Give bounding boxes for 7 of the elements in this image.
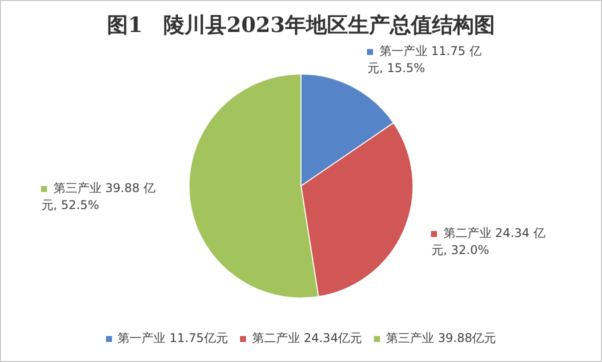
chart-title: 图1 陵川县2023年地区生产总值结构图 <box>106 11 496 39</box>
data-label: 第三产业 39.88 亿元, 52.5% <box>41 180 156 214</box>
data-label: 第一产业 11.75 亿元, 15.5% <box>367 43 482 78</box>
legend-label: 第三产业 39.88亿元 <box>385 331 496 345</box>
legend-label: 第一产业 11.75亿元 <box>116 331 228 345</box>
legend-label: 第二产业 24.34亿元 <box>250 331 362 345</box>
data-label: 第二产业 24.34 亿元, 32.0% <box>431 225 546 260</box>
